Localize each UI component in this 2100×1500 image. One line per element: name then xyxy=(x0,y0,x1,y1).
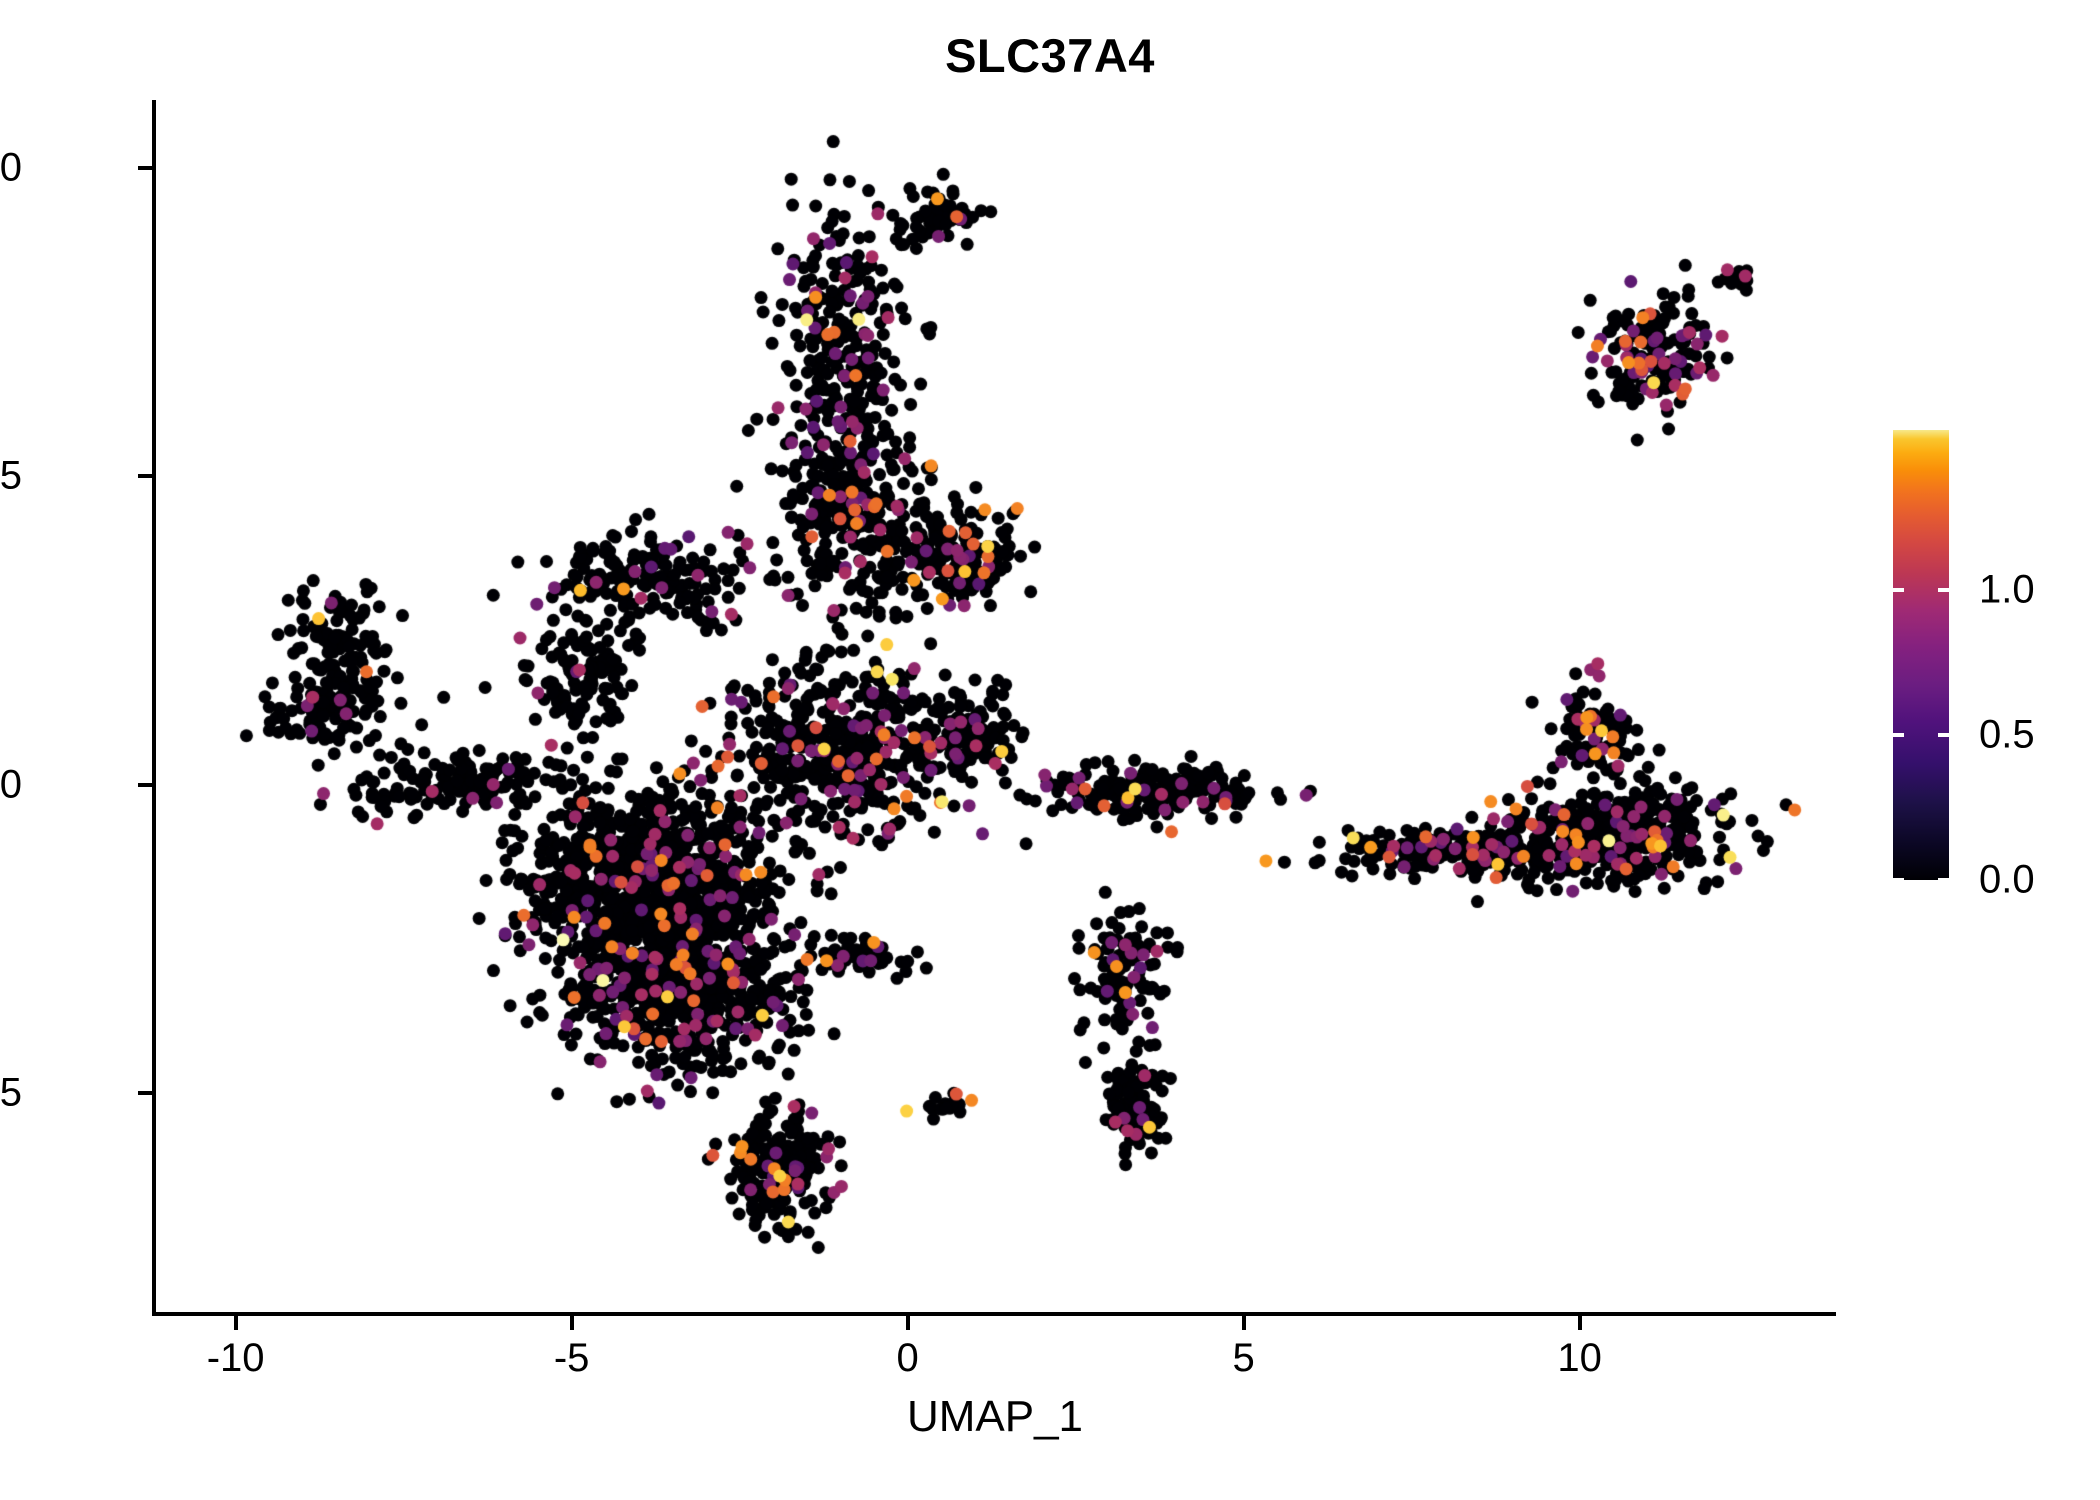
colorbar-tick-label: 1.0 xyxy=(1979,567,2035,612)
x-tick-mark xyxy=(1241,1316,1246,1330)
colorbar-tick-mark xyxy=(1938,878,1949,882)
x-tick-label: -5 xyxy=(553,1336,590,1380)
y-tick-label: -5 xyxy=(0,1070,22,1115)
x-tick-mark xyxy=(569,1316,574,1330)
colorbar-tick-mark xyxy=(1893,878,1904,882)
page-title: SLC37A4 xyxy=(945,29,1155,82)
y-tick-mark xyxy=(138,1090,152,1095)
y-tick-mark xyxy=(138,782,152,787)
y-axis-line xyxy=(152,100,156,1316)
x-tick-label: -10 xyxy=(206,1336,265,1380)
colorbar-tick-mark xyxy=(1893,732,1904,737)
x-tick-mark xyxy=(233,1316,238,1330)
y-tick-label: 5 xyxy=(0,453,22,498)
scatter-plot-panel xyxy=(155,100,1835,1315)
y-tick-mark xyxy=(138,165,152,170)
x-tick-label: 10 xyxy=(1557,1336,1602,1380)
y-tick-label: 0 xyxy=(0,762,22,807)
colorbar-tick-mark xyxy=(1938,732,1949,737)
x-tick-mark xyxy=(1577,1316,1582,1330)
colorbar-tick-label: 0.5 xyxy=(1979,712,2035,757)
x-axis-line xyxy=(152,1312,1836,1316)
x-tick-mark xyxy=(905,1316,910,1330)
y-tick-label: 10 xyxy=(0,145,22,190)
x-axis-title: UMAP_1 xyxy=(906,1392,1084,1441)
y-tick-mark xyxy=(138,474,152,479)
colorbar-legend: 0.0 0.5 1.0 xyxy=(1893,430,2093,902)
colorbar-tick-mark xyxy=(1893,587,1904,592)
scatter-points-canvas xyxy=(155,100,1835,1315)
x-tick-label: 0 xyxy=(896,1336,919,1380)
colorbar-tick-mark xyxy=(1938,587,1949,592)
colorbar-tick-label: 0.0 xyxy=(1979,857,2035,902)
colorbar-gradient xyxy=(1893,430,1949,880)
x-tick-label: 5 xyxy=(1232,1336,1255,1380)
